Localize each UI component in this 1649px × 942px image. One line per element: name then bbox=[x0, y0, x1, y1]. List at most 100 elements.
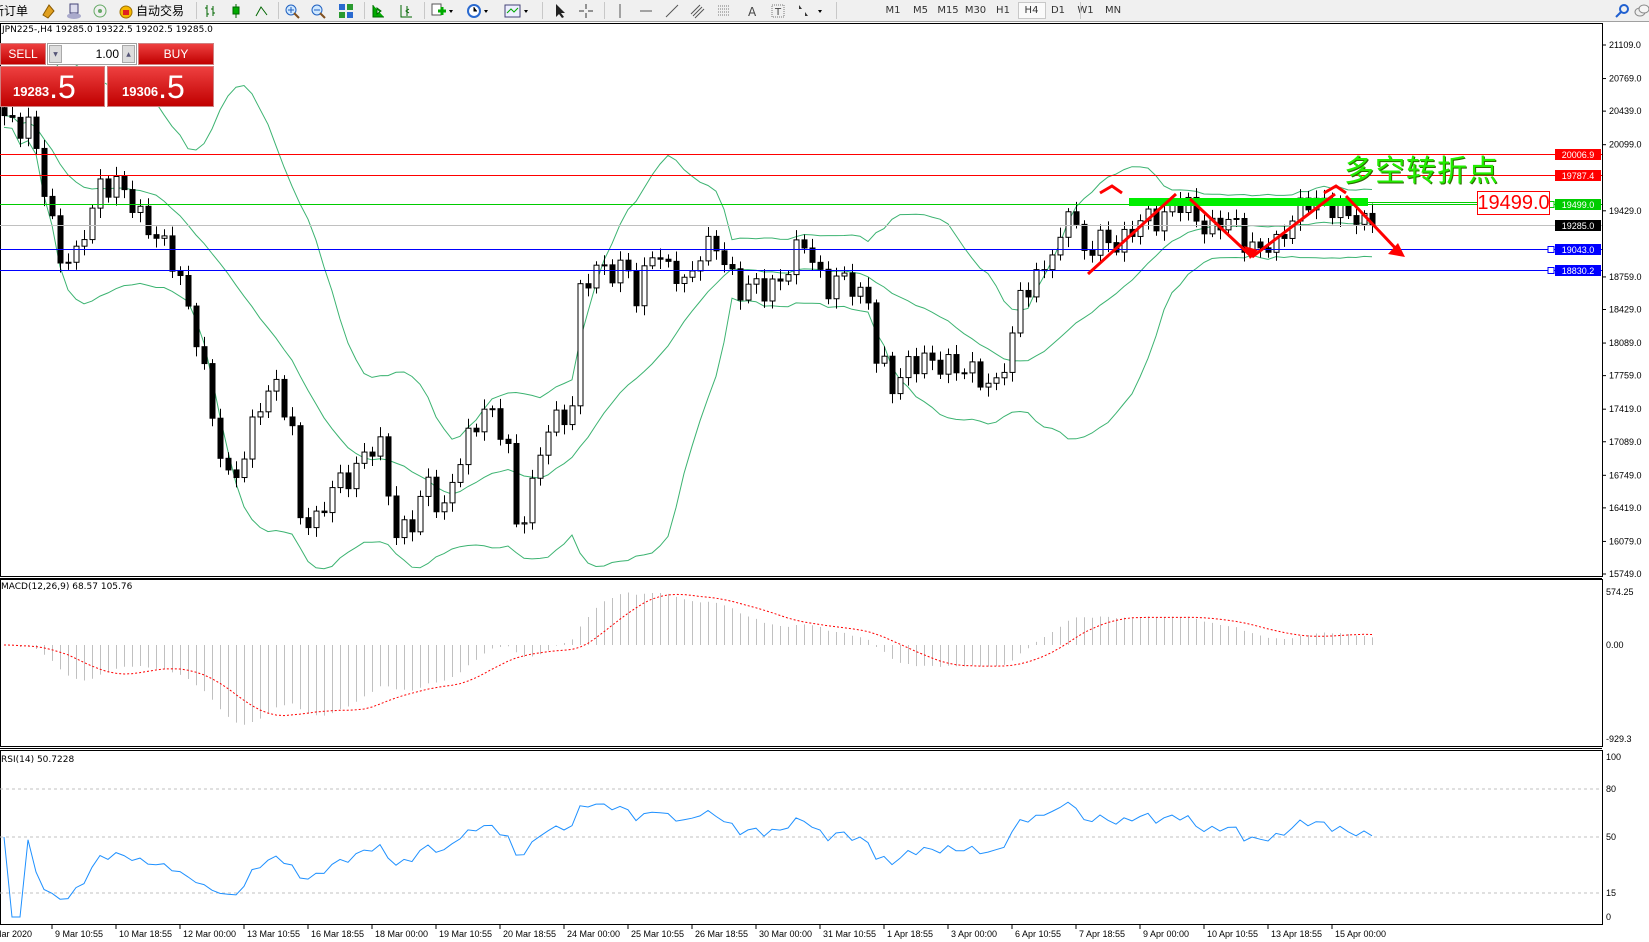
candle-body bbox=[441, 502, 448, 513]
candle-body bbox=[921, 352, 928, 375]
candle bbox=[225, 452, 232, 475]
candle-body bbox=[281, 378, 288, 418]
timeframe-m1[interactable]: M1 bbox=[885, 5, 901, 16]
candle bbox=[1225, 212, 1232, 237]
trendline-button[interactable] bbox=[664, 2, 680, 19]
candle bbox=[809, 238, 816, 271]
candlestick-button[interactable] bbox=[228, 2, 244, 19]
timeframe-m5[interactable]: M5 bbox=[913, 5, 928, 16]
time-axis-label: 13 Apr 18:55 bbox=[1271, 929, 1322, 939]
metaeditor-button[interactable] bbox=[40, 2, 56, 19]
candle bbox=[41, 139, 48, 207]
svg-text:T: T bbox=[774, 7, 782, 18]
timeframe-w1[interactable]: W1 bbox=[1077, 5, 1094, 16]
price-level-tag-text: 19787.4 bbox=[1562, 171, 1595, 181]
chat-button[interactable] bbox=[1633, 2, 1649, 19]
candle bbox=[1105, 221, 1112, 253]
candle bbox=[1001, 363, 1008, 386]
autoscroll-button[interactable] bbox=[370, 2, 386, 19]
tile-windows-button[interactable] bbox=[338, 2, 354, 19]
arrows-button[interactable] bbox=[796, 2, 826, 19]
pivot-price-label[interactable]: 19499.0 bbox=[1477, 191, 1550, 215]
data-window-button[interactable] bbox=[66, 2, 82, 19]
candle bbox=[209, 359, 216, 427]
price-axis-label: 18089.0 bbox=[1609, 338, 1642, 348]
timeframe-m30[interactable]: M30 bbox=[964, 5, 987, 16]
equidistant-channel-button[interactable] bbox=[690, 2, 706, 19]
candle-body bbox=[1049, 254, 1056, 271]
svg-text:A: A bbox=[748, 5, 757, 19]
new-order-button[interactable]: 新订单 bbox=[0, 2, 28, 19]
text-button[interactable]: A bbox=[746, 2, 760, 19]
candle-body bbox=[1161, 211, 1168, 232]
candle-body bbox=[849, 272, 856, 297]
periods-button[interactable] bbox=[466, 2, 490, 19]
templates-button[interactable] bbox=[504, 2, 530, 19]
lot-size-input[interactable]: ▼ 1.00 ▲ bbox=[47, 43, 137, 65]
candle-body bbox=[625, 259, 632, 272]
chart-shift-button[interactable] bbox=[398, 2, 414, 19]
candle-body bbox=[1233, 218, 1240, 221]
turning-point-annotation[interactable]: 多空转折点 bbox=[1344, 154, 1499, 189]
candle bbox=[1025, 282, 1032, 307]
bar-chart-button[interactable] bbox=[202, 2, 218, 19]
price-level-tag-text: 18830.2 bbox=[1562, 266, 1595, 276]
horizontal-line-button[interactable] bbox=[638, 2, 654, 19]
timeframe-h1[interactable]: H1 bbox=[996, 5, 1010, 16]
candle bbox=[1065, 208, 1072, 248]
buy-button[interactable]: BUY bbox=[138, 43, 214, 65]
toolbar: 新订单 自动交易 A T M1 M5 M15 M30 H1 H4 D1 W1 MN bbox=[0, 0, 1649, 22]
candle-body bbox=[937, 359, 944, 375]
candle bbox=[825, 261, 832, 305]
timeframe-m15[interactable]: M15 bbox=[937, 5, 959, 16]
sell-label: SELL bbox=[8, 47, 38, 61]
line-chart-button[interactable] bbox=[254, 2, 270, 19]
signals-button[interactable] bbox=[92, 2, 108, 19]
candle-body bbox=[289, 416, 296, 427]
candle bbox=[1257, 238, 1264, 258]
timeframe-d1[interactable]: D1 bbox=[1050, 5, 1066, 16]
search-button[interactable] bbox=[1614, 2, 1630, 19]
lot-increase-button[interactable]: ▲ bbox=[122, 45, 135, 63]
sell-button[interactable]: SELL bbox=[0, 43, 46, 65]
rsi-axis-label: 15 bbox=[1606, 888, 1616, 898]
candle-body bbox=[961, 372, 968, 375]
text-label-button[interactable]: T bbox=[770, 2, 786, 19]
candle bbox=[1233, 209, 1240, 227]
indicators-button[interactable] bbox=[430, 2, 454, 19]
candle-body bbox=[657, 257, 664, 260]
crosshair-button[interactable] bbox=[578, 2, 594, 19]
candle-body bbox=[1, 107, 8, 117]
candle bbox=[377, 427, 384, 461]
candle-body bbox=[385, 436, 392, 497]
candle-body bbox=[513, 442, 520, 525]
fibonacci-button[interactable] bbox=[716, 2, 732, 19]
candle bbox=[1353, 205, 1360, 235]
candle bbox=[961, 368, 968, 380]
candle bbox=[193, 302, 200, 357]
zoom-out-button[interactable] bbox=[310, 2, 326, 19]
cursor-button[interactable] bbox=[552, 2, 568, 19]
time-axis-label: 19 Mar 10:55 bbox=[439, 929, 492, 939]
arrow-head-icon bbox=[1388, 243, 1405, 257]
candle bbox=[609, 259, 616, 287]
lot-decrease-button[interactable]: ▼ bbox=[49, 45, 62, 63]
candle bbox=[81, 229, 88, 256]
candlestick-icon bbox=[232, 3, 240, 18]
timeframe-h4[interactable]: H4 bbox=[1017, 2, 1046, 19]
candle-body bbox=[1089, 249, 1096, 256]
price-level-tag bbox=[1555, 170, 1601, 181]
vertical-line-button[interactable] bbox=[612, 2, 628, 19]
sell-price-button[interactable]: 19283 .5 bbox=[0, 66, 105, 107]
buy-price-button[interactable]: 19306 .5 bbox=[107, 66, 214, 107]
candle bbox=[1, 104, 8, 126]
candle bbox=[17, 112, 24, 148]
zoom-in-button[interactable] bbox=[284, 2, 300, 19]
chart-window[interactable]: 20006.9 19787.4 19499.0 19285.0 19043.0 18830… bbox=[0, 22, 1649, 942]
new-order-label: 新订单 bbox=[0, 4, 29, 18]
zoom-in-icon bbox=[285, 4, 300, 19]
timeframe-mn[interactable]: MN bbox=[1104, 5, 1122, 16]
auto-trading-button[interactable]: 自动交易 bbox=[118, 2, 184, 19]
candle-body bbox=[1225, 218, 1232, 231]
candle bbox=[713, 230, 720, 260]
